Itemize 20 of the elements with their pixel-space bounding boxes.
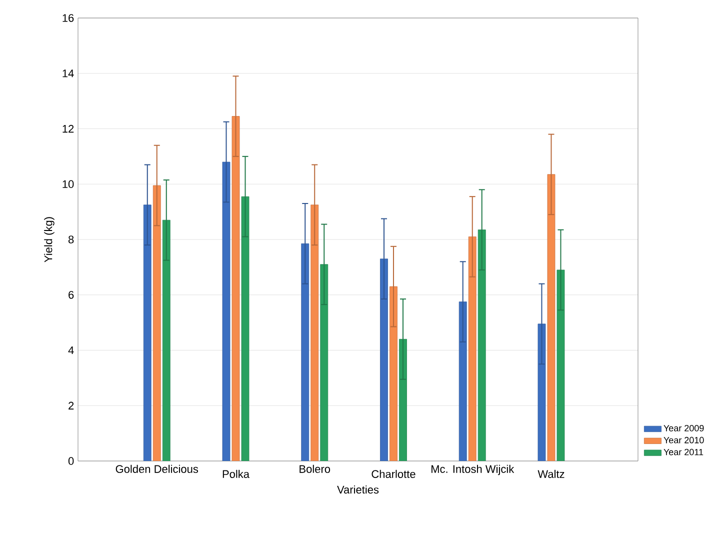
legend-label: Year 2010 [664, 436, 704, 444]
x-tick-label: Waltz [538, 470, 564, 478]
x-tick-label: Polka [222, 470, 250, 478]
y-tick-label: 2 [68, 402, 74, 410]
y-tick-label: 14 [62, 70, 74, 78]
y-tick-label: 8 [68, 236, 74, 244]
x-axis-title: Varieties [337, 485, 379, 494]
y-tick-label: 12 [62, 124, 74, 133]
y-tick-label: 4 [68, 346, 74, 354]
y-tick-label: 6 [68, 290, 74, 299]
x-tick-label: Charlotte [372, 470, 416, 478]
y-axis-title: Yield (kg) [44, 217, 54, 262]
legend-label: Year 2011 [664, 448, 704, 456]
x-tick-label: Bolero [300, 464, 330, 473]
y-tick-label: 10 [62, 180, 74, 188]
y-tick-label: 0 [68, 457, 74, 465]
x-tick-label: Golden Delicious [116, 464, 198, 473]
y-tick-label: 16 [62, 14, 74, 22]
legend-label: Year 2009 [664, 424, 704, 432]
x-tick-label: Mc. Intosh Wijcik [432, 464, 514, 476]
